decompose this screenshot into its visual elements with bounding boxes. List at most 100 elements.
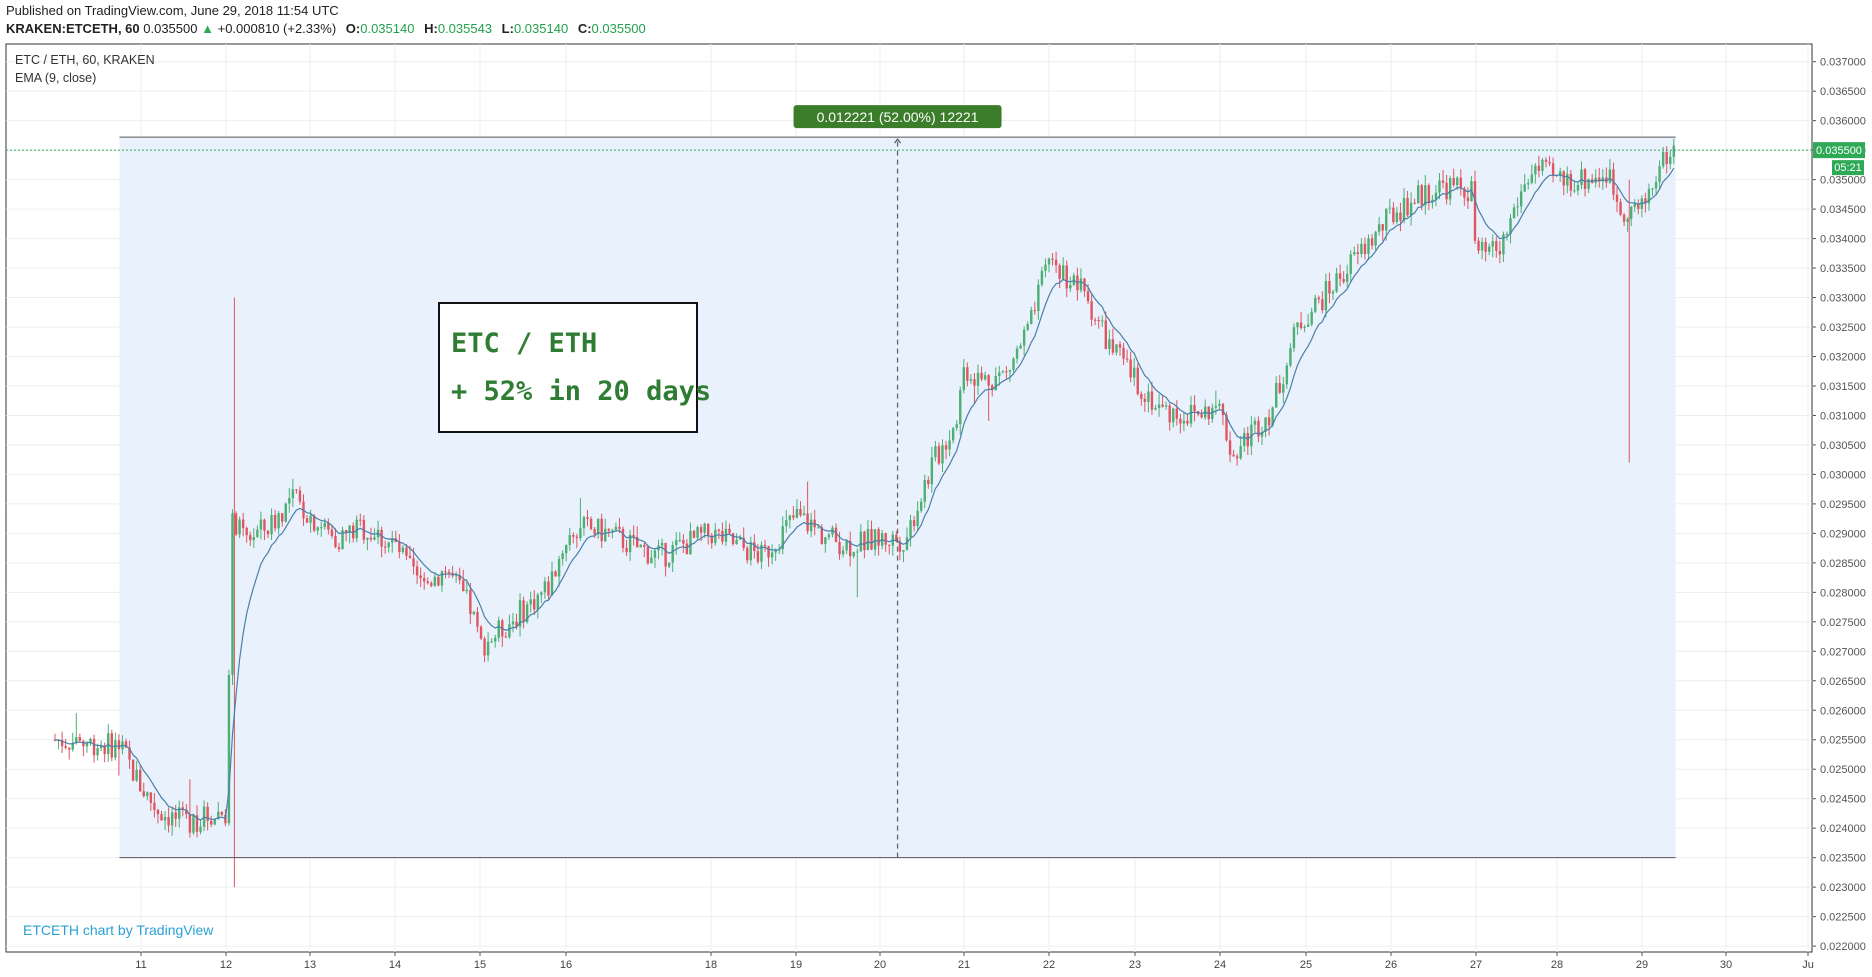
watermark-link[interactable]: ETCETH chart by TradingView <box>23 922 214 938</box>
x-tick-label: 19 <box>790 959 802 971</box>
candle-body <box>1573 190 1576 192</box>
candle-body <box>1370 238 1374 246</box>
time-axis[interactable]: 11 12 13 14 15 16 18 19 20 21 22 23 24 25 26 27 28 29 30 Ju <box>135 952 1814 971</box>
candle-body <box>873 529 877 550</box>
candle-body <box>1186 420 1189 424</box>
y-tick-label: 0.022500 <box>1820 912 1866 924</box>
candle-body <box>770 552 774 558</box>
candle-body <box>1172 408 1175 423</box>
candle-body <box>1303 326 1306 329</box>
candle-body <box>767 546 770 558</box>
candle-body <box>1381 224 1384 231</box>
candle-body <box>1523 184 1526 192</box>
y-tick-label: 0.026000 <box>1820 705 1866 717</box>
y-tick-label: 0.029500 <box>1820 499 1866 511</box>
y-tick-label: 0.032000 <box>1820 351 1866 363</box>
candle-body <box>1161 404 1164 407</box>
candle-body <box>717 529 721 531</box>
candle-body <box>195 815 199 832</box>
candle-body <box>646 546 650 564</box>
candle-body <box>749 542 752 561</box>
candle-body <box>575 536 579 539</box>
text-annotation[interactable]: ETC / ETH + 52% in 20 days <box>438 302 711 433</box>
candle-body <box>131 759 135 781</box>
candle-body <box>415 566 419 576</box>
y-tick-label: 0.033500 <box>1820 263 1866 275</box>
candle-body <box>806 513 809 532</box>
y-tick-label: 0.034500 <box>1820 204 1866 216</box>
candle-body <box>348 525 351 534</box>
y-tick-label: 0.032500 <box>1820 322 1866 334</box>
open-label: O: <box>345 21 361 36</box>
x-tick-label: 29 <box>1636 959 1648 971</box>
candle-body <box>738 537 742 540</box>
candle-body <box>557 558 561 577</box>
candle-body <box>1456 177 1459 186</box>
candle-body <box>369 537 373 540</box>
x-tick-label: 13 <box>304 959 316 971</box>
candle-body <box>71 742 74 750</box>
candle-body <box>1282 384 1285 393</box>
candle-body <box>504 636 508 638</box>
candle-body <box>735 539 738 545</box>
candle-body <box>1502 234 1505 255</box>
candle-body <box>249 535 252 541</box>
x-tick-label: 25 <box>1300 959 1312 971</box>
candle-body <box>430 582 433 586</box>
candle-body <box>220 811 224 815</box>
candle-body <box>508 624 511 638</box>
candle-body <box>834 527 838 543</box>
candle-body <box>1193 404 1196 412</box>
candle-body <box>884 533 887 545</box>
measure-label[interactable]: 0.012221 (52.00%) 12221 <box>793 105 1002 129</box>
candle-body <box>1488 246 1491 252</box>
change-value: +0.000810 (+2.33%) <box>217 21 337 36</box>
candle-body <box>497 620 500 638</box>
candle-body <box>1037 284 1040 311</box>
close-value: 0.035500 <box>591 21 646 36</box>
candle-body <box>863 531 866 551</box>
candle-body <box>781 526 784 550</box>
candle-body <box>401 547 405 553</box>
candle-body <box>312 515 316 531</box>
chart-legend-symbol: ETC / ETH, 60, KRAKEN <box>15 53 155 67</box>
candle-body <box>1168 405 1171 423</box>
candle-body <box>746 547 749 561</box>
candle-body <box>1654 182 1658 189</box>
candle-body <box>856 551 859 553</box>
candle-body <box>1349 254 1352 274</box>
candle-body <box>1157 404 1161 409</box>
candle-body <box>536 594 539 610</box>
candle-body <box>1030 310 1033 324</box>
candle-body <box>1622 214 1626 222</box>
candle-body <box>234 513 238 535</box>
price-axis[interactable]: 0.037000 0.036500 0.036000 0.035500 0.035000… <box>1812 57 1866 953</box>
candle-body <box>1537 165 1541 171</box>
candle-body <box>1026 323 1029 330</box>
candle-body <box>817 527 820 529</box>
candle-body <box>1005 371 1008 373</box>
candle-body <box>135 769 138 781</box>
candle-body <box>1367 238 1370 255</box>
candle-body <box>1495 241 1498 251</box>
y-tick-label: 0.024000 <box>1820 823 1866 835</box>
candle-body <box>565 544 568 554</box>
candle-body <box>1125 358 1129 360</box>
candle-body <box>731 533 735 545</box>
candle-body <box>916 510 919 527</box>
candle-body <box>366 537 369 540</box>
candle-body <box>859 531 863 552</box>
candle-body <box>976 372 980 386</box>
candle-body <box>1580 169 1583 185</box>
candle-body <box>1509 218 1512 234</box>
candle-body <box>298 490 302 502</box>
candle-body <box>1583 169 1587 189</box>
candle-body <box>1651 188 1654 190</box>
candle-body <box>337 547 341 550</box>
candle-body <box>696 527 699 538</box>
candle-body <box>841 550 845 555</box>
candle-body <box>838 542 841 555</box>
candle-body <box>210 820 213 825</box>
candle-body <box>533 599 536 610</box>
